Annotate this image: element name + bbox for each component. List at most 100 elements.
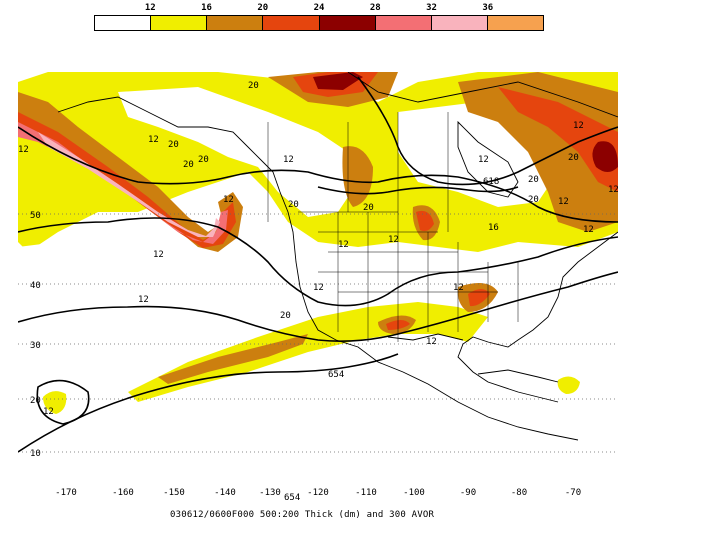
east-coast: [457, 231, 618, 403]
shade-clear-interior: [118, 87, 358, 217]
lon-label: -130: [259, 488, 281, 498]
land-outlines: [57, 72, 618, 441]
color-scale-legend: [94, 15, 544, 31]
contour-label: 12: [223, 195, 234, 205]
legend-label: 24: [313, 3, 325, 13]
contour-label: 20: [248, 81, 259, 91]
contour-label: 12: [138, 295, 149, 305]
legend-swatch: [431, 16, 488, 30]
shade-orange-mid1: [342, 146, 373, 207]
graticule: [18, 213, 618, 453]
contour-label: 12: [283, 155, 294, 165]
legend-label: 20: [257, 3, 269, 13]
contour-label: 12: [608, 185, 618, 195]
canada-north: [347, 72, 618, 118]
legend-label: 28: [369, 3, 381, 13]
shade-orange-sw: [158, 334, 308, 384]
contour-label: 12: [453, 283, 464, 293]
legend-swatch: [487, 16, 543, 30]
shade-darkred-north: [313, 72, 363, 90]
legend-swatch: [319, 16, 376, 30]
latitude-labels: 50 40 30 20 10: [30, 211, 41, 459]
lat-label: 10: [30, 449, 41, 459]
contour-label: 12: [583, 225, 594, 235]
lon-label: -70: [564, 488, 582, 498]
contour-label: 20: [280, 311, 291, 321]
contour-label: 20: [168, 140, 179, 150]
state-lines: [267, 112, 519, 342]
contour-label: 12: [573, 121, 584, 131]
lon-label: -110: [355, 488, 377, 498]
contour-label: 20: [528, 195, 539, 205]
hudson-bay: [457, 120, 519, 198]
contour-label: 12: [18, 145, 29, 155]
contour-label: 20: [288, 200, 299, 210]
contour-654: [18, 353, 399, 453]
contour-ne: [357, 76, 618, 186]
contour-label: 12: [558, 197, 569, 207]
weather-map: 50 40 30 20 10 20 20 12 12 20 20 12 12 2…: [18, 72, 618, 504]
contour-label: 20: [198, 155, 209, 165]
contour-label: 12: [313, 283, 324, 293]
contour-value-labels: 20 20 12 12 20 20 12 12 20 12 12 12 12 2…: [18, 81, 618, 503]
lat-label: 50: [30, 211, 41, 221]
contour-label: 12: [388, 235, 399, 245]
shade-red-mid: [416, 210, 434, 232]
legend-label: 32: [426, 3, 437, 13]
contour-label: 12: [153, 250, 164, 260]
legend-swatch: [95, 16, 152, 30]
contour-label: 20: [528, 175, 539, 185]
shade-red-se: [468, 289, 490, 307]
alaska-coast: [57, 96, 274, 173]
legend-labels: 12 16 20 24 28 32 36: [94, 3, 544, 15]
legend-swatch: [263, 16, 320, 30]
lon-label: -120: [307, 488, 329, 498]
contour-label: 16: [488, 223, 499, 233]
lat-label: 30: [30, 341, 41, 351]
contour-label: 618: [483, 177, 499, 187]
contour-label: 20: [363, 203, 374, 213]
height-contours: [18, 76, 618, 453]
lon-label: -170: [55, 488, 77, 498]
contour-label: 12: [426, 337, 437, 347]
gulf-coast: [387, 333, 464, 341]
lon-label: -100: [403, 488, 425, 498]
longitude-labels: -170 -160 -150 -140 -130 -120 -110 -100 …: [18, 488, 618, 500]
legend-label: 36: [482, 3, 494, 13]
legend-swatch: [375, 16, 432, 30]
contour-label: 654: [284, 493, 300, 503]
lat-label: 40: [30, 281, 41, 291]
contour-618: [317, 186, 519, 195]
contour-south: [18, 271, 618, 342]
contour-label: 12: [478, 155, 489, 165]
lat-label: 20: [30, 396, 41, 406]
shade-yellow-small: [43, 391, 67, 414]
legend-label: 16: [201, 3, 212, 13]
contour-north: [18, 126, 618, 223]
lon-label: -90: [459, 488, 477, 498]
contour-label: 654: [328, 370, 344, 380]
contour-closed: [36, 379, 90, 425]
shade-darkred-east: [592, 141, 618, 172]
vorticity-shading: [18, 72, 618, 414]
contour-label: 20: [568, 153, 579, 163]
contour-label: 12: [338, 240, 349, 250]
map-caption: 030612/0600F000 500:200 Thick (dm) and 3…: [170, 510, 435, 520]
contour-label: 12: [148, 135, 159, 145]
contour-mid: [18, 217, 618, 307]
shade-red-east: [498, 87, 618, 192]
contour-label: 20: [183, 160, 194, 170]
lon-label: -140: [214, 488, 236, 498]
lon-label: -80: [510, 488, 528, 498]
legend-swatch: [151, 16, 208, 30]
legend-swatch: [207, 16, 264, 30]
west-coast: [272, 171, 579, 441]
legend-label: 12: [144, 3, 156, 13]
shade-red-band: [18, 112, 236, 248]
lon-label: -160: [112, 488, 134, 498]
shade-clear-south: [18, 202, 318, 382]
contour-label: 12: [43, 407, 54, 417]
lon-label: -150: [163, 488, 185, 498]
shade-yellow-caribbean: [557, 376, 580, 394]
shade-orange-band: [18, 92, 243, 252]
